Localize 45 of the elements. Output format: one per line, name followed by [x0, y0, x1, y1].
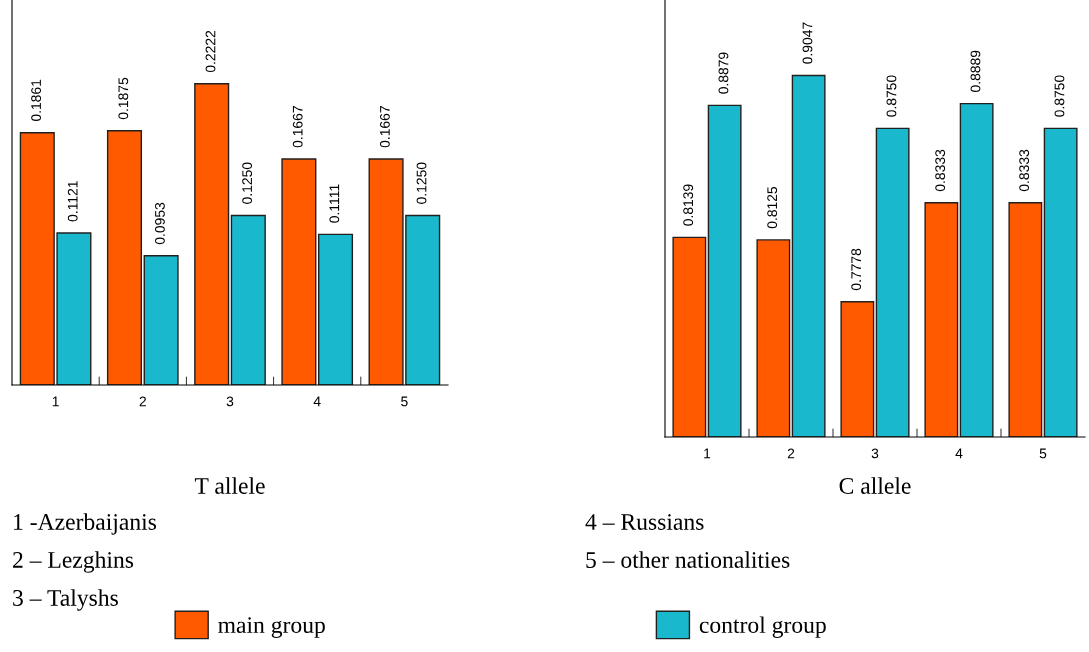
- x-axis-title: C allele: [839, 477, 911, 494]
- data-label: 0.2222: [205, 30, 216, 73]
- data-label: 0.8125: [767, 186, 778, 229]
- data-label: 0.1861: [31, 79, 42, 122]
- data-label: 0.8750: [886, 75, 897, 117]
- x-tick-label: 4: [955, 448, 963, 459]
- text: 4 – Russians: [585, 514, 704, 530]
- data-label: 0.8889: [970, 50, 981, 92]
- data-label: 0.1111: [329, 184, 340, 223]
- bar: [143, 255, 179, 385]
- legend-label: main group: [218, 617, 325, 638]
- x-tick-label: 4: [313, 396, 321, 407]
- text: 5 – other nationalities: [586, 551, 790, 568]
- text: 3 – Talyshs: [13, 589, 118, 611]
- legend-label: control group: [699, 616, 826, 638]
- data-label: 0.7778: [851, 248, 862, 291]
- x-tick-label: 5: [1039, 448, 1047, 459]
- x-tick-label: 2: [787, 448, 795, 459]
- x-tick-label: 1: [704, 448, 711, 459]
- data-label: 0.1250: [416, 162, 427, 204]
- bar: [317, 233, 354, 385]
- bar: [230, 214, 266, 385]
- bar: [281, 158, 317, 385]
- text: 2 – Lezghins: [13, 551, 134, 573]
- data-label: 0.8139: [683, 184, 694, 226]
- data-label: 0.1250: [242, 162, 253, 204]
- x-tick-label: 2: [139, 396, 146, 407]
- x-tick-label: 3: [226, 396, 234, 407]
- bar: [106, 130, 143, 385]
- text: 1 -Azerbaijanis: [14, 513, 157, 535]
- x-tick-label: 1: [52, 396, 59, 407]
- data-label: 0.1121: [67, 181, 78, 222]
- data-label: 0.8333: [935, 149, 946, 192]
- data-label: 0.0953: [155, 202, 165, 245]
- bar: [194, 83, 230, 385]
- x-tick-label: 5: [401, 396, 408, 407]
- data-label: 0.8333: [1019, 149, 1030, 192]
- data-label: 0.1667: [292, 106, 303, 148]
- data-label: 0.1875: [118, 77, 129, 120]
- data-label: 0.9047: [802, 22, 813, 64]
- x-tick-label: 3: [871, 448, 879, 459]
- x-axis-title: T allele: [194, 477, 265, 494]
- data-label: 0.8750: [1054, 75, 1065, 117]
- data-label: 0.8879: [718, 52, 729, 94]
- data-label: 0.1667: [379, 106, 390, 148]
